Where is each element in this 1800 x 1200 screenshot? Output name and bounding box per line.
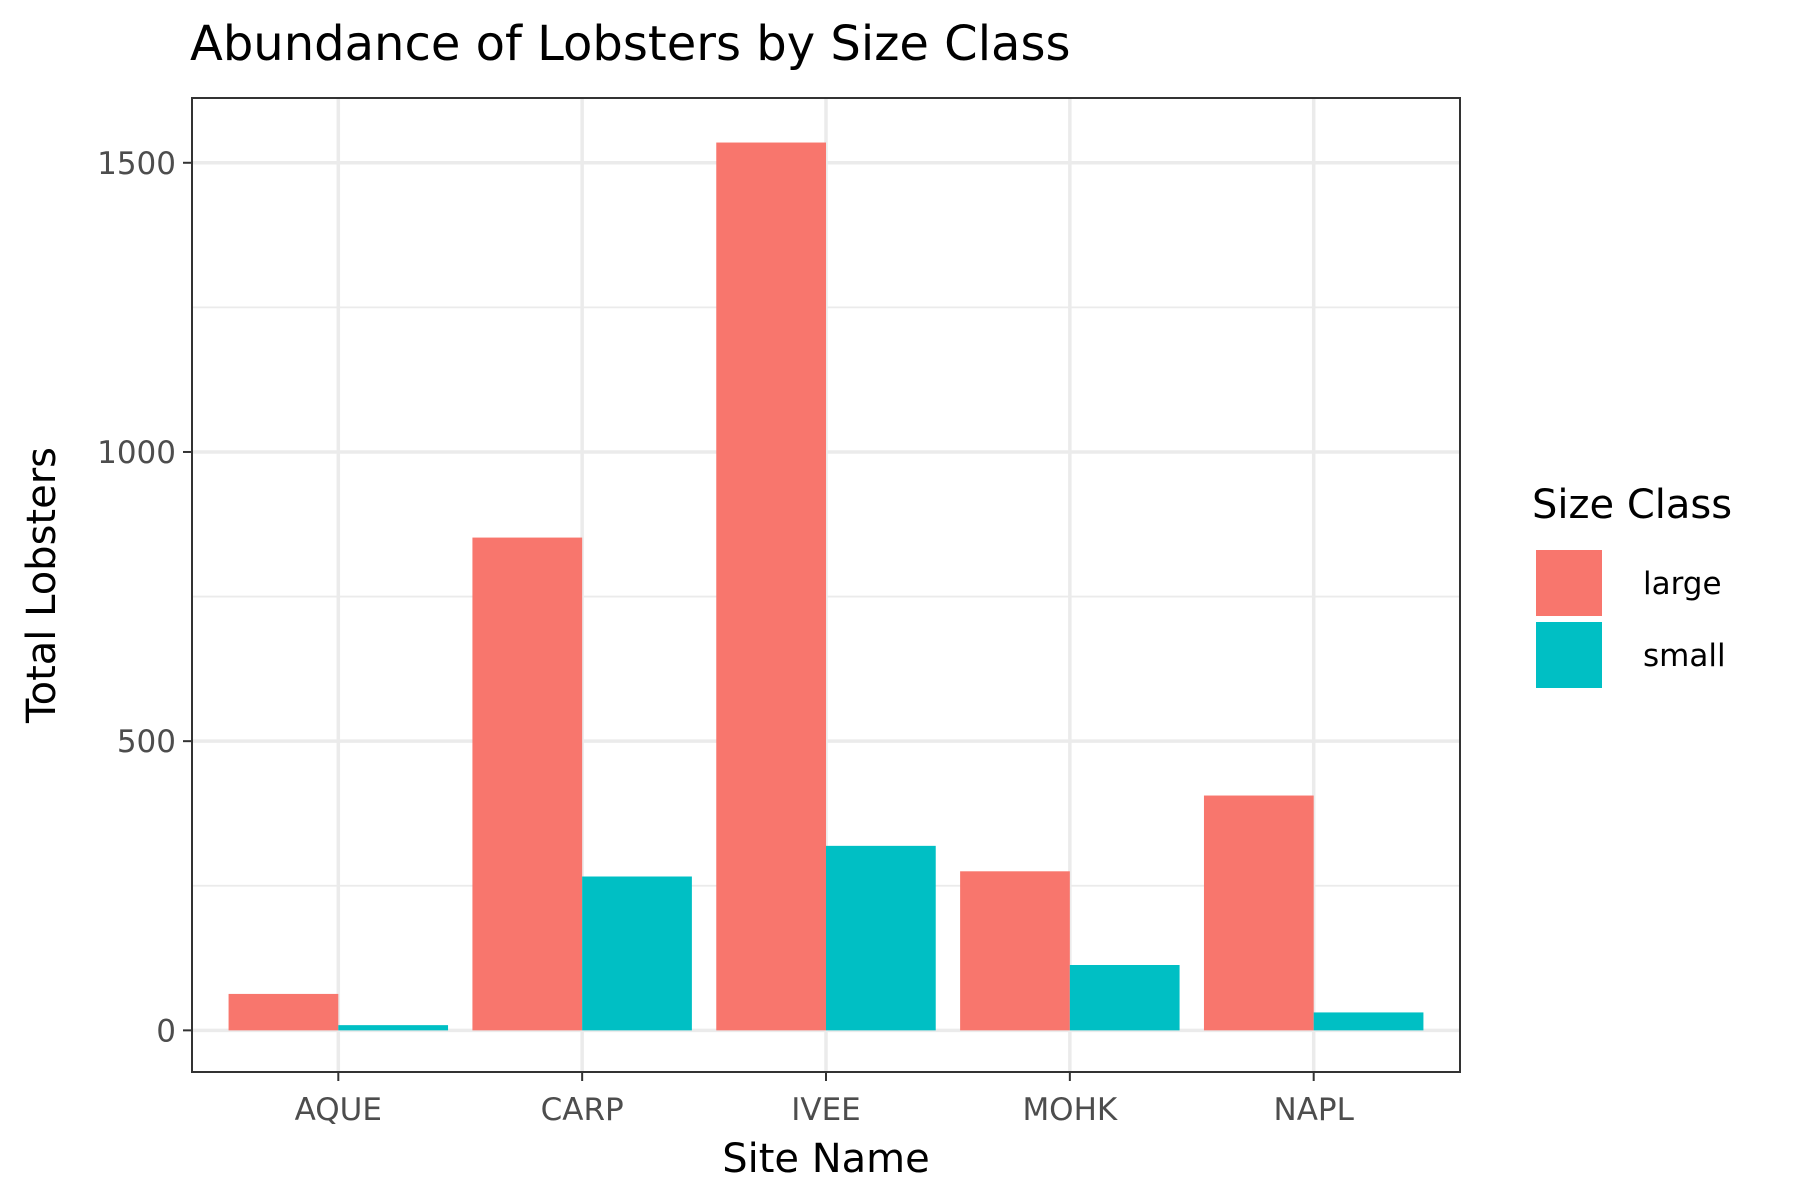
bar-large-ivee	[716, 142, 826, 1031]
bar-small-carp	[582, 876, 692, 1031]
y-tick-label: 0	[156, 1013, 176, 1049]
legend-key-small	[1536, 622, 1602, 688]
bar-large-mohk	[960, 871, 1070, 1031]
legend-title: Size Class	[1532, 482, 1732, 528]
y-axis: 0 500 1000 1500	[97, 146, 192, 1049]
legend-label-large: large	[1643, 566, 1722, 602]
x-tick-label: AQUE	[295, 1092, 382, 1128]
legend: Size Class large small	[1532, 482, 1732, 688]
x-axis-title: Site Name	[722, 1136, 930, 1182]
y-tick-label: 500	[117, 724, 176, 760]
chart-title: Abundance of Lobsters by Size Class	[190, 16, 1070, 72]
bar-small-ivee	[826, 845, 936, 1031]
bar-small-mohk	[1069, 964, 1180, 1031]
bar-small-aque	[338, 1025, 449, 1031]
x-tick-label: NAPL	[1274, 1092, 1355, 1128]
x-tick-label: CARP	[541, 1092, 624, 1128]
x-tick-label: MOHK	[1022, 1092, 1117, 1128]
y-tick-label: 1500	[97, 146, 176, 182]
bar-small-napl	[1313, 1012, 1424, 1031]
bar-large-carp	[472, 537, 583, 1031]
y-axis-title: Total Lobsters	[19, 447, 65, 724]
bars	[228, 142, 1424, 1031]
plot-panel	[191, 97, 1461, 1073]
legend-key-large	[1536, 550, 1602, 616]
x-axis: AQUE CARP IVEE MOHK NAPL	[295, 1072, 1355, 1128]
legend-label-small: small	[1643, 638, 1726, 674]
bar-large-napl	[1203, 795, 1314, 1031]
y-tick-label: 1000	[97, 435, 176, 471]
bar-large-aque	[228, 993, 339, 1031]
x-tick-label: IVEE	[791, 1092, 861, 1128]
